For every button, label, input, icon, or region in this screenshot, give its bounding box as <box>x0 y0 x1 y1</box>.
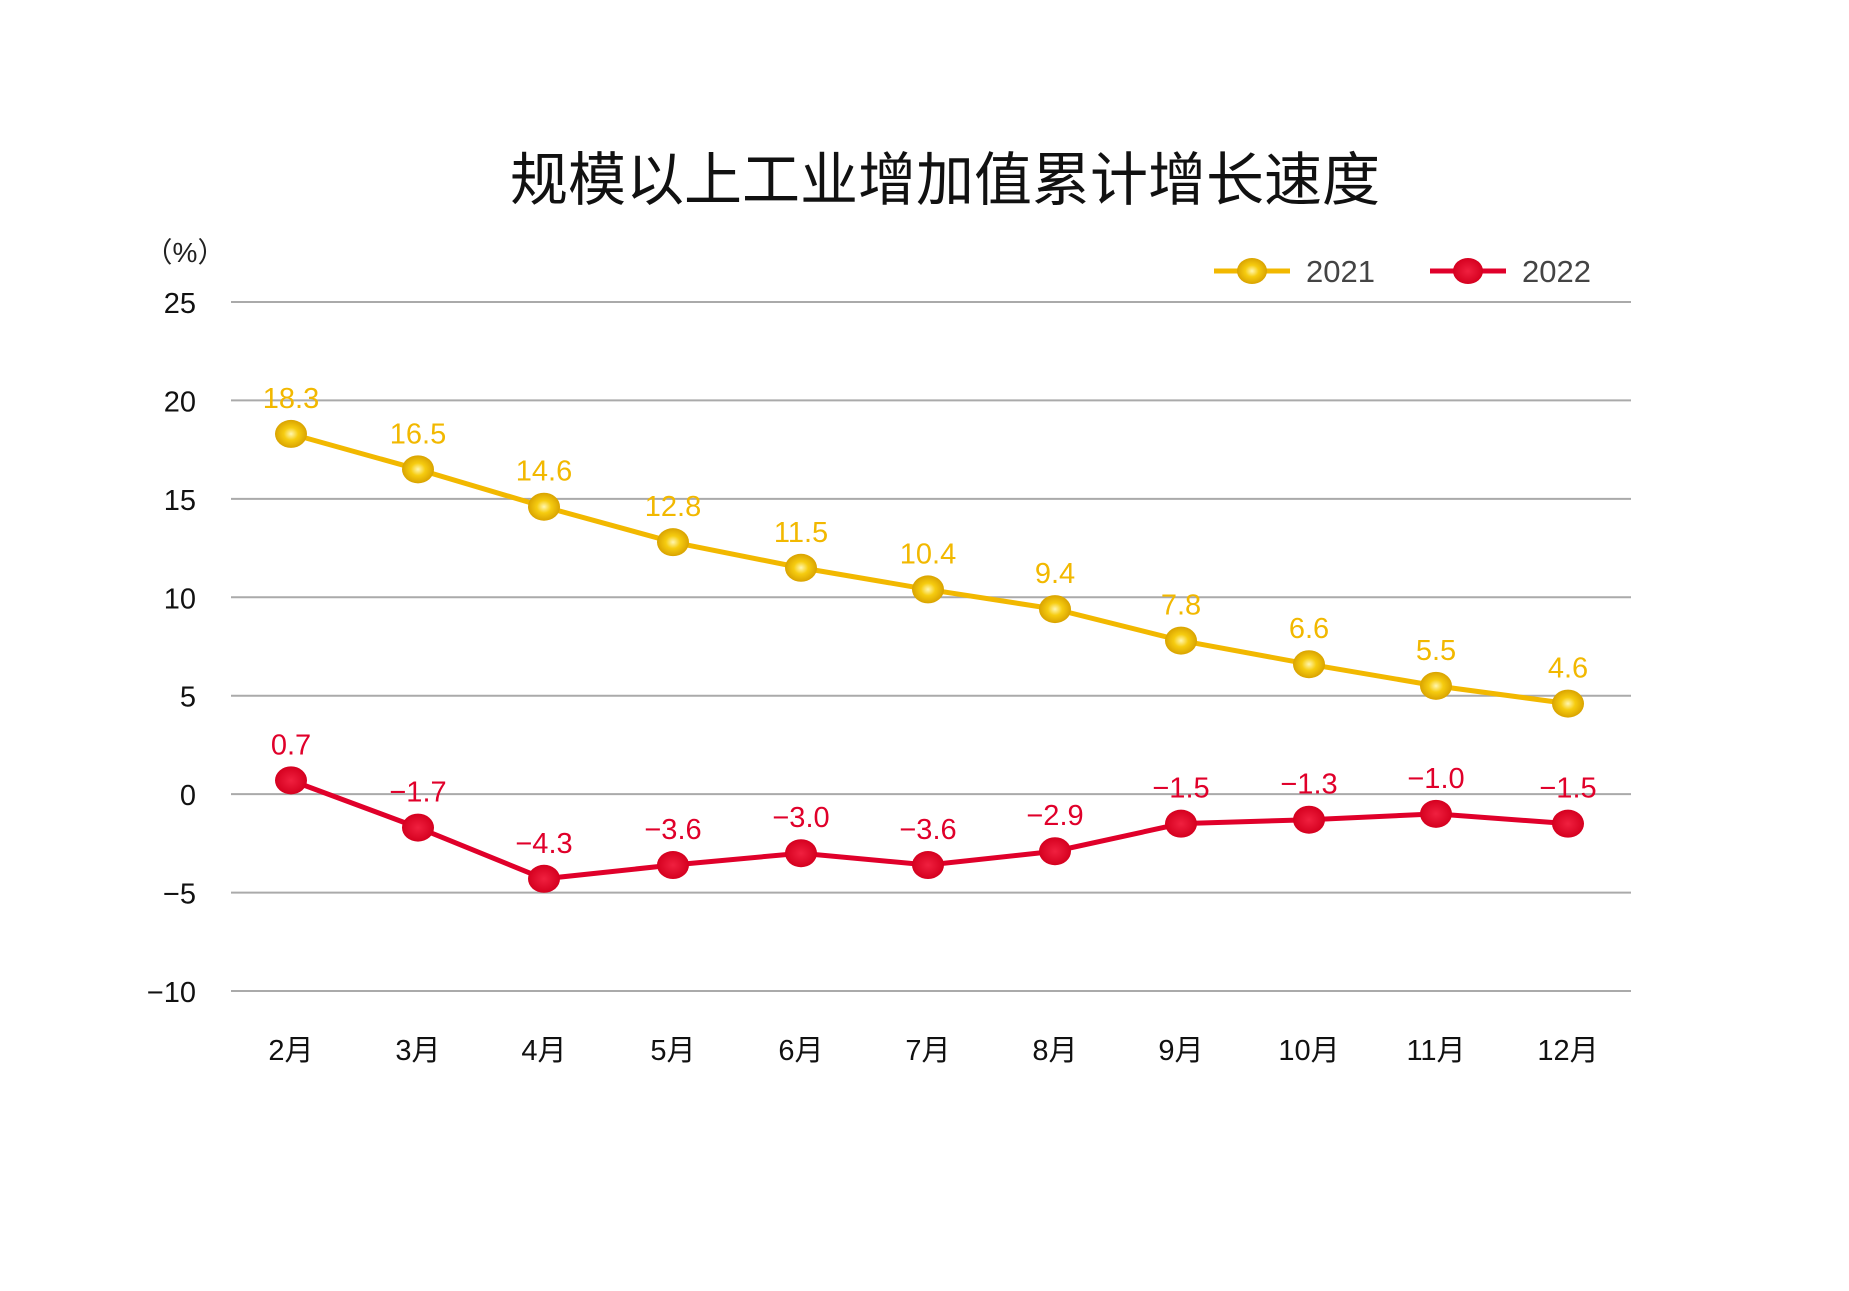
x-tick-label: 7月 <box>905 1035 950 1067</box>
data-point-2022 <box>1420 799 1452 828</box>
data-point-2021 <box>1039 595 1071 624</box>
data-point-2021 <box>528 492 560 521</box>
legend-label-2021: 2021 <box>1306 254 1375 289</box>
x-tick-label: 11月 <box>1406 1035 1465 1067</box>
y-tick-label: 20 <box>164 386 196 418</box>
legend-marker-2021 <box>1237 258 1267 284</box>
data-point-2022 <box>1039 837 1071 866</box>
data-point-2021 <box>1552 689 1584 718</box>
data-point-2022 <box>1165 809 1197 838</box>
data-point-2021 <box>1293 650 1325 679</box>
data-label-2021: 16.5 <box>390 418 446 450</box>
y-tick-label: 5 <box>180 682 196 714</box>
data-point-2022 <box>912 851 944 880</box>
data-label-2022: −1.7 <box>389 777 446 809</box>
data-label-2022: 0.7 <box>271 729 311 761</box>
y-tick-label: 25 <box>164 288 196 320</box>
data-point-2021 <box>912 575 944 604</box>
data-label-2022: −2.9 <box>1026 800 1083 832</box>
y-tick-label: 15 <box>164 485 196 517</box>
legend-label-2022: 2022 <box>1522 254 1591 289</box>
y-tick-label: −10 <box>147 977 196 1009</box>
data-label-2021: 12.8 <box>645 491 701 523</box>
data-label-2021: 5.5 <box>1416 635 1456 667</box>
x-tick-label: 2月 <box>268 1035 313 1067</box>
data-point-2022 <box>275 766 307 795</box>
data-point-2021 <box>785 553 817 582</box>
data-label-2022: −1.0 <box>1407 763 1464 795</box>
legend-marker-2022 <box>1453 258 1483 284</box>
data-label-2022: −1.5 <box>1539 773 1596 805</box>
data-point-2022 <box>1552 809 1584 838</box>
y-tick-label: 10 <box>164 583 196 615</box>
x-tick-label: 3月 <box>395 1035 440 1067</box>
data-label-2022: −3.6 <box>899 814 956 846</box>
data-point-2022 <box>402 813 434 842</box>
data-label-2021: 11.5 <box>774 517 828 549</box>
data-point-2022 <box>528 864 560 893</box>
data-point-2021 <box>275 419 307 448</box>
x-tick-label: 5月 <box>650 1035 695 1067</box>
y-axis-unit-label: （%） <box>145 237 226 268</box>
x-tick-label: 6月 <box>778 1035 823 1067</box>
y-tick-label: 0 <box>180 780 196 812</box>
data-label-2022: −3.0 <box>772 802 829 834</box>
data-point-2022 <box>657 851 689 880</box>
data-label-2022: −1.5 <box>1152 773 1209 805</box>
data-label-2021: 6.6 <box>1289 613 1329 645</box>
data-point-2022 <box>1293 805 1325 834</box>
data-label-2021: 14.6 <box>516 456 572 488</box>
x-tick-label: 9月 <box>1158 1035 1203 1067</box>
y-tick-label: −5 <box>163 879 196 911</box>
data-label-2021: 18.3 <box>263 383 319 415</box>
data-point-2021 <box>1420 671 1452 700</box>
data-label-2021: 7.8 <box>1161 590 1201 622</box>
data-label-2021: 9.4 <box>1035 558 1075 590</box>
chart-title: 规模以上工业增加值累计增长速度 <box>510 146 1380 214</box>
data-label-2022: −4.3 <box>515 828 572 860</box>
data-label-2021: 4.6 <box>1548 653 1588 685</box>
data-point-2021 <box>1165 626 1197 655</box>
data-point-2021 <box>657 528 689 557</box>
x-tick-label: 12月 <box>1537 1035 1598 1067</box>
x-tick-label: 4月 <box>521 1035 566 1067</box>
data-label-2022: −1.3 <box>1280 769 1337 801</box>
data-point-2022 <box>785 839 817 868</box>
data-point-2021 <box>402 455 434 484</box>
data-label-2022: −3.6 <box>644 814 701 846</box>
x-tick-label: 8月 <box>1032 1035 1077 1067</box>
x-tick-label: 10月 <box>1278 1035 1339 1067</box>
data-label-2021: 10.4 <box>900 538 956 570</box>
